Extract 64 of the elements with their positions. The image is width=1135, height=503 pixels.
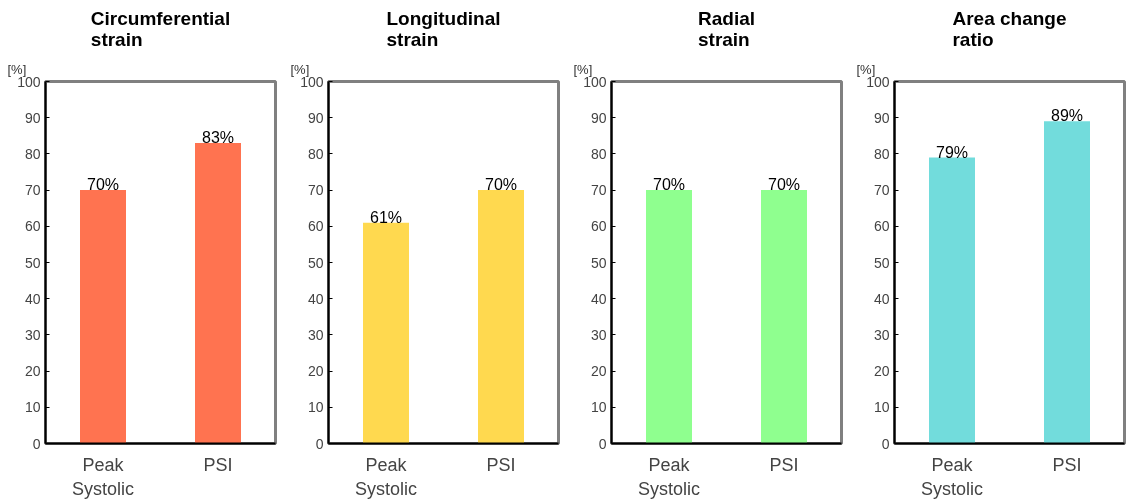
y-tick-label: 60 (873, 218, 890, 235)
y-tick-label: 20 (873, 363, 890, 380)
data-label: 61% (369, 208, 403, 226)
y-tick-label: 0 (32, 435, 41, 452)
y-tick-label: 60 (24, 218, 41, 235)
y-tick-label: 20 (24, 363, 41, 380)
y-tick-label: 30 (873, 326, 890, 343)
y-tick-label: 70 (873, 182, 890, 199)
y-tick-label: 70 (24, 182, 41, 199)
data-label: 83% (201, 129, 235, 147)
data-label: 70% (767, 176, 801, 194)
y-tick-label: 30 (24, 326, 41, 343)
y-tick-label: 30 (307, 326, 324, 343)
y-tick-label: 80 (873, 145, 890, 162)
data-label: 70% (86, 176, 120, 194)
y-tick-label: 10 (307, 399, 324, 416)
data-label: 79% (935, 143, 969, 161)
y-tick-label: 20 (307, 363, 324, 380)
y-tick-label: 80 (24, 145, 41, 162)
y-tick-label: 50 (24, 254, 41, 271)
y-axis-title: [%] (290, 61, 310, 77)
data-label: 70% (484, 176, 518, 194)
y-tick-label: 0 (598, 435, 607, 452)
y-tick-label: 60 (590, 218, 607, 235)
y-tick-label: 80 (590, 145, 607, 162)
y-tick-label: 30 (590, 326, 607, 343)
y-tick-label: 90 (307, 109, 324, 126)
chart-title: Longitudinal strain (386, 7, 501, 50)
y-tick-label: 10 (590, 399, 607, 416)
y-tick-label: 40 (307, 290, 324, 307)
x-tick-label: PSI (769, 454, 799, 475)
y-tick-label: 50 (873, 254, 890, 271)
x-tick-label: PSI (1052, 454, 1082, 475)
y-tick-label: 0 (315, 435, 324, 452)
chart-title: Area change ratio (952, 7, 1067, 50)
y-tick-label: 90 (24, 109, 41, 126)
y-tick-label: 10 (24, 399, 41, 416)
y-axis-title: [%] (856, 61, 876, 77)
chart-title: Radial strain (697, 7, 756, 50)
x-tick-label: Peak Systolic (354, 454, 418, 499)
y-tick-label: 40 (24, 290, 41, 307)
y-tick-label: 80 (307, 145, 324, 162)
x-tick-label: Peak Systolic (637, 454, 701, 499)
y-tick-label: 90 (590, 109, 607, 126)
y-tick-label: 70 (590, 182, 607, 199)
x-tick-label: PSI (486, 454, 516, 475)
y-tick-label: 50 (307, 254, 324, 271)
y-axis-title: [%] (7, 61, 27, 77)
y-tick-label: 10 (873, 399, 890, 416)
y-axis-title: [%] (573, 61, 593, 77)
y-tick-label: 60 (307, 218, 324, 235)
y-tick-label: 40 (590, 290, 607, 307)
x-tick-label: Peak Systolic (71, 454, 135, 499)
y-tick-label: 20 (590, 363, 607, 380)
y-tick-label: 50 (590, 254, 607, 271)
y-tick-label: 40 (873, 290, 890, 307)
data-label: 89% (1050, 107, 1084, 125)
y-tick-label: 0 (881, 435, 890, 452)
y-tick-label: 90 (873, 109, 890, 126)
y-tick-label: 70 (307, 182, 324, 199)
chart-title: Circumferential strain (90, 7, 231, 50)
x-tick-label: Peak Systolic (920, 454, 984, 499)
data-label: 70% (652, 176, 686, 194)
x-tick-label: PSI (203, 454, 233, 475)
